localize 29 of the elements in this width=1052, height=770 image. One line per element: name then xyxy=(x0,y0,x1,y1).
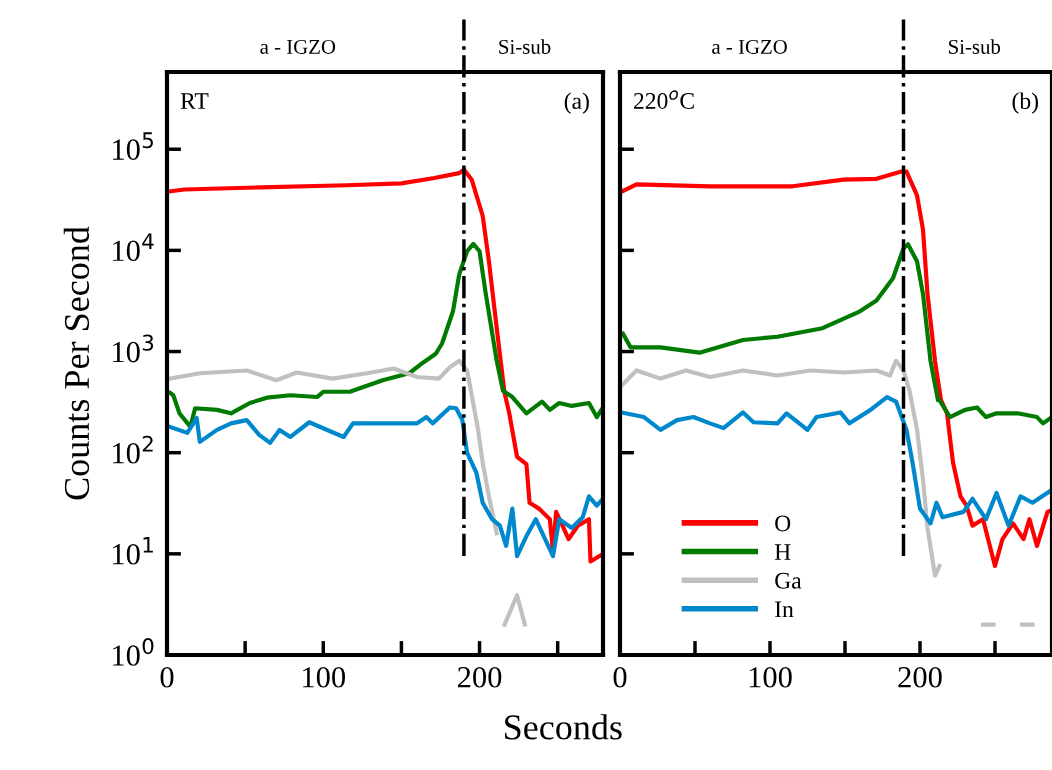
y-tick-label: 10$^{5}$ xyxy=(113,132,153,160)
annotation: (a) xyxy=(564,92,589,114)
x-tick-label: 100 xyxy=(749,666,792,688)
line-series xyxy=(167,167,603,564)
text: a - IGZO xyxy=(712,39,787,54)
y-tick-label: 10$^{0}$ xyxy=(113,638,154,666)
y-tick-label: 10$^{1}$ xyxy=(113,536,153,565)
line-series xyxy=(168,241,603,429)
legend-label: H xyxy=(774,544,791,560)
y-tick-label: 10$^{2}$ xyxy=(113,435,153,464)
text: Si-sub xyxy=(499,39,551,54)
legend-label: Ga xyxy=(775,572,802,589)
text: Si-sub xyxy=(949,39,1001,54)
x-tick-label: 200 xyxy=(898,666,942,688)
y-tick-label: 10$^{3}$ xyxy=(113,334,154,363)
x-axis-title: Seconds xyxy=(505,714,622,740)
legend-label: In xyxy=(775,601,794,618)
x-tick-label: 100 xyxy=(303,666,346,688)
x-tick-label: 0 xyxy=(613,666,627,688)
legend-label: O xyxy=(775,515,791,532)
annotation: 220$^{o}$C xyxy=(634,90,694,109)
line-series xyxy=(168,405,603,559)
annotation: RT xyxy=(180,93,209,109)
x-tick-label: 200 xyxy=(457,666,502,688)
y-axis-title: Counts Per Second xyxy=(63,226,90,500)
text: a - IGZO xyxy=(260,39,336,54)
y-tick-label: 10$^{4}$ xyxy=(113,233,154,262)
x-tick-label: 0 xyxy=(160,666,174,688)
annotation: (b) xyxy=(1012,92,1038,114)
